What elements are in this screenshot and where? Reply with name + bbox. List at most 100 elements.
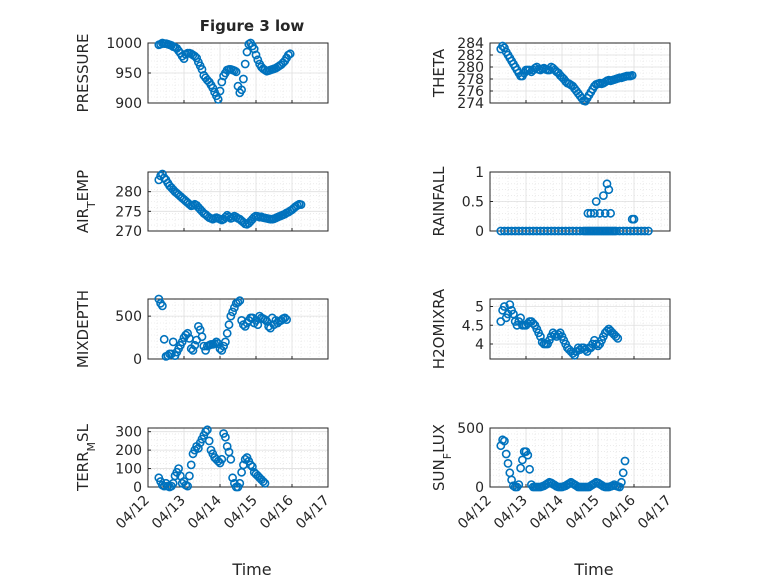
x-tick-label: 04/17 bbox=[635, 493, 675, 533]
axes-box bbox=[489, 298, 671, 360]
data-point bbox=[210, 339, 219, 348]
panel-air-temp: 270 275 280 AIRTEMP bbox=[74, 169, 329, 240]
data-point bbox=[280, 313, 290, 323]
data-point bbox=[190, 340, 200, 350]
x-tick-label: 04/17 bbox=[293, 493, 333, 533]
y-tick-label: 4 bbox=[475, 337, 484, 353]
data-point bbox=[611, 332, 621, 341]
panel-rainfall: 0 0.5 1 RAINFALL bbox=[430, 165, 671, 240]
x-tick-label: 04/15 bbox=[221, 493, 261, 533]
data-point bbox=[615, 482, 624, 492]
panel-pressure: 900 950 1000 PRESSURE bbox=[74, 34, 329, 113]
data-point bbox=[211, 337, 221, 347]
y-axis-label: RAINFALL bbox=[430, 166, 448, 237]
data-point bbox=[222, 441, 232, 451]
y-tick-label: 280 bbox=[457, 60, 484, 76]
x-tick-label: 04/14 bbox=[185, 492, 225, 532]
data-point bbox=[159, 334, 169, 344]
data-point bbox=[228, 473, 237, 483]
data-point bbox=[201, 427, 210, 437]
y-tick-label: 1000 bbox=[106, 36, 142, 52]
y-tick-label: 282 bbox=[457, 48, 484, 64]
data-point bbox=[197, 332, 207, 342]
data-point bbox=[220, 337, 230, 347]
data-point bbox=[192, 53, 201, 63]
data-point bbox=[505, 300, 515, 309]
panel-sun-flux: 0 500SUNFLUX04/1204/1304/1404/1504/1604/1… bbox=[430, 421, 675, 532]
data-point bbox=[606, 208, 615, 218]
data-point bbox=[154, 294, 164, 304]
data-point bbox=[613, 333, 623, 343]
y-tick-label: 900 bbox=[115, 96, 142, 112]
y-tick-label: 280 bbox=[115, 185, 142, 201]
data-point bbox=[184, 471, 194, 481]
data-point bbox=[282, 315, 291, 324]
data-point bbox=[238, 74, 248, 84]
data-point bbox=[183, 481, 192, 491]
y-tick-label: 284 bbox=[457, 36, 484, 52]
data-point bbox=[217, 345, 227, 355]
y-axis-label: TERRMSL bbox=[74, 423, 98, 492]
x-tick-label: 04/16 bbox=[257, 492, 297, 532]
y-tick-label: 4.5 bbox=[462, 318, 484, 334]
data-point bbox=[499, 302, 509, 311]
panel-terr-msl: 0100200300TERRMSL04/1204/1304/1404/1504/… bbox=[74, 423, 333, 532]
data-point bbox=[600, 208, 610, 218]
y-axis-label: SUNFLUX bbox=[430, 424, 454, 491]
axes-box bbox=[147, 171, 329, 232]
data-point bbox=[224, 320, 234, 330]
y-axis-label: PRESSURE bbox=[74, 34, 92, 113]
y-tick-label: 0 bbox=[133, 352, 142, 368]
data-point bbox=[246, 460, 255, 470]
data-point bbox=[242, 47, 252, 57]
y-axis-label: AIRTEMP bbox=[74, 170, 98, 233]
data-point bbox=[523, 450, 533, 460]
data-point bbox=[186, 460, 196, 470]
x-tick-label: 04/15 bbox=[563, 493, 603, 533]
x-tick-label: 04/13 bbox=[491, 493, 531, 533]
data-point bbox=[620, 456, 630, 466]
data-point bbox=[617, 477, 626, 487]
data-point bbox=[253, 55, 263, 65]
data-point bbox=[217, 454, 227, 464]
data-point bbox=[177, 337, 187, 347]
data-point bbox=[644, 226, 653, 236]
data-point bbox=[258, 477, 268, 486]
x-axis-label-left: Time bbox=[231, 560, 271, 579]
data-point bbox=[228, 307, 237, 317]
data-point bbox=[627, 71, 637, 80]
y-tick-label: 0 bbox=[475, 480, 484, 496]
data-point bbox=[602, 179, 612, 189]
data-point bbox=[157, 301, 167, 311]
data-point bbox=[219, 341, 228, 351]
y-tick-label: 300 bbox=[115, 425, 142, 441]
data-point bbox=[602, 326, 612, 336]
y-tick-label: 950 bbox=[115, 66, 142, 82]
data-point bbox=[591, 197, 601, 206]
y-tick-label: 5 bbox=[475, 300, 484, 316]
y-tick-label: 0 bbox=[133, 480, 142, 496]
y-tick-label: 276 bbox=[457, 84, 484, 100]
data-point bbox=[231, 67, 241, 77]
data-point bbox=[193, 443, 203, 453]
data-point bbox=[518, 455, 527, 465]
data-point bbox=[220, 432, 230, 442]
y-tick-label: 500 bbox=[457, 421, 484, 437]
data-point bbox=[516, 463, 525, 473]
y-tick-label: 0 bbox=[475, 224, 484, 240]
x-tick-label: 04/12 bbox=[113, 493, 153, 533]
data-point bbox=[235, 478, 245, 488]
data-point bbox=[590, 208, 599, 218]
panel-mixdepth: 0 500 MIXDEPTH bbox=[74, 290, 329, 368]
data-point bbox=[499, 43, 509, 53]
data-point bbox=[599, 191, 608, 200]
data-point bbox=[525, 65, 534, 75]
data-point bbox=[507, 475, 516, 485]
data-point bbox=[237, 85, 246, 95]
y-tick-label: 278 bbox=[457, 72, 484, 88]
data-point bbox=[204, 436, 214, 446]
data-point bbox=[260, 478, 270, 488]
data-point bbox=[247, 462, 257, 472]
data-point bbox=[251, 50, 261, 60]
